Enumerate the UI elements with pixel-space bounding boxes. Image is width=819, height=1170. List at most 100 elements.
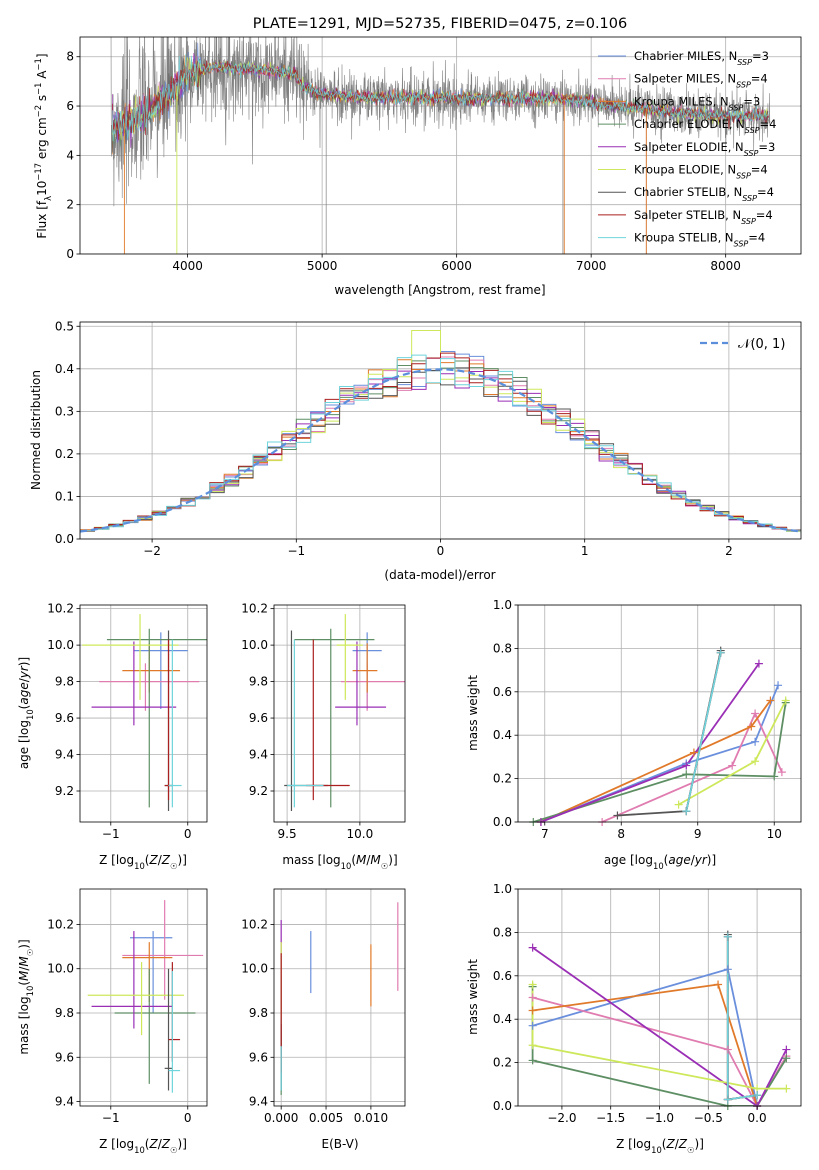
y-tick-label: 0.4 (493, 728, 512, 742)
weight-line-salpeter_elodie (540, 663, 760, 822)
y-tick-label: 0.1 (55, 489, 74, 503)
weight-line-salpeter_stelib (726, 936, 758, 1101)
x-tick-label: −2.0 (547, 1111, 576, 1125)
y-tick-label: 0.0 (55, 532, 74, 546)
weight-marker-chabrier_elodie (770, 772, 779, 781)
mass-vs-extinction-panel: 0.000 0.005 0.010 9.4 9.6 9.8 10.0 10.2 (241, 888, 406, 1125)
legend-label-base: Salpeter ELODIE, N (634, 140, 744, 154)
weight-marker-kroupa_stelib (723, 1095, 732, 1104)
y-tick-label: 0 (66, 247, 74, 261)
plot-area (274, 889, 405, 1106)
x-axis-label: mass [log10(M/M☉)] (282, 853, 397, 871)
legend-label-sub: SSP (736, 171, 751, 180)
legend-label-tail: =4 (756, 208, 773, 222)
weight-marker-salpeter_miles (751, 709, 760, 718)
plot-area (80, 322, 801, 539)
x-tick-label: −2 (143, 544, 161, 558)
weight-marker-kroupa_miles (714, 980, 723, 989)
weight-marker-chabrier_miles (723, 965, 732, 974)
y-tick-label: 9.6 (55, 711, 74, 725)
weight-marker-kroupa_elodie (781, 696, 790, 705)
y-tick-label: 0.0 (493, 1099, 512, 1113)
weight-marker-kroupa_miles (766, 696, 775, 705)
weight-marker-kroupa_stelib (723, 932, 732, 941)
y-axis-label: Normed distribution (29, 370, 43, 490)
x-tick-label: 0 (184, 1111, 192, 1125)
weight-marker-salpeter_miles (723, 1045, 732, 1054)
legend-label: Chabrier STELIB, NSSP=4 (634, 185, 774, 203)
y-tick-label: 9.6 (55, 1050, 74, 1064)
weight-line-chabrier_miles (540, 684, 779, 822)
y-tick-label: 10.2 (47, 917, 74, 931)
model-fit-line-kroupa_stelib (111, 54, 769, 142)
legend-label-sub: SSP (729, 103, 744, 112)
y-tick-label: 0.3 (55, 404, 74, 418)
legend-label-tail: =3 (743, 94, 760, 108)
y-tick-label: 0.5 (55, 319, 74, 333)
y-tick-label: 0.4 (55, 362, 74, 376)
weight-marker-kroupa_miles (747, 722, 756, 731)
x-tick-label: −0.5 (694, 1111, 723, 1125)
x-tick-label: 5000 (307, 259, 338, 273)
x-tick-label: −1 (102, 1111, 120, 1125)
legend-label-tail: =3 (752, 49, 769, 63)
x-tick-label: 10 (767, 827, 782, 841)
plot-area (80, 37, 801, 254)
age-vs-metallicity-panel: −1 0 9.2 9.4 9.6 9.8 10.0 10.2 (47, 602, 208, 841)
y-tick-label: 0.2 (55, 447, 74, 461)
weight-line-kroupa_miles (532, 983, 758, 1106)
y-tick-label: 0.6 (493, 685, 512, 699)
legend-label-tail: =3 (758, 140, 775, 154)
y-tick-label: 9.4 (55, 748, 74, 762)
x-tick-label: 9.5 (278, 827, 297, 841)
y-tick-label: 2 (66, 198, 74, 212)
y-tick-label: 0.6 (493, 969, 512, 983)
y-tick-label: 10.0 (241, 962, 268, 976)
legend-label-tail: =4 (751, 163, 768, 177)
weight-line-kroupa_elodie (531, 984, 787, 1090)
y-tick-label: 4 (66, 148, 74, 162)
weight-marker-kroupa_elodie (782, 1084, 791, 1093)
weight-marker-salpeter_elodie (682, 761, 691, 770)
weight-marker-chabrier_miles (774, 681, 783, 690)
y-tick-label: 9.6 (249, 711, 268, 725)
axes-frame (79, 36, 802, 255)
weight-marker-salpeter_miles (728, 761, 737, 770)
axes-frame (79, 604, 208, 823)
x-tick-label: 0 (184, 827, 192, 841)
weight-line-salpeter_elodie (532, 946, 788, 1106)
weight-marker-salpeter_elodie (754, 659, 763, 668)
legend-label-base: Salpeter MILES, N (634, 72, 736, 86)
y-tick-label: 10.2 (241, 917, 268, 931)
spectrum-panel: 4000 5000 6000 7000 8000 0 2 4 6 8 (66, 36, 802, 273)
legend-label: Kroupa MILES, NSSP=3 (634, 94, 760, 112)
weight-marker-kroupa_elodie (528, 980, 537, 989)
x-axis-label: age [log10(age/yr)] (604, 853, 716, 871)
weight-marker-kroupa_stelib (753, 1091, 762, 1100)
normal-reference-curve (80, 368, 801, 533)
weight-marker-kroupa_elodie (751, 757, 760, 766)
weight-marker-kroupa_elodie (674, 800, 683, 809)
legend-label-sub: SSP (745, 126, 760, 135)
legend-label: Salpeter ELODIE, NSSP=3 (634, 140, 775, 158)
residual-histogram-panel: −2 −1 0 1 2 0.0 0.1 0.2 0.3 0.4 0.5 (55, 319, 802, 558)
plot-area (518, 889, 801, 1106)
legend-label-tail: =4 (748, 231, 765, 245)
weight-marker-chabrier_elodie (528, 1056, 537, 1065)
legend-label-sub: SSP (742, 194, 757, 203)
legend-label-tail: =4 (751, 72, 768, 86)
x-axis-label: Z [log10(Z/Z☉)] (99, 853, 187, 871)
y-tick-label: 0.2 (493, 772, 512, 786)
x-tick-label: 0.010 (354, 1111, 388, 1125)
legend-label-sub: SSP (744, 148, 759, 157)
x-tick-label: 0.000 (264, 1111, 298, 1125)
y-tick-label: 10.2 (241, 602, 268, 616)
y-axis-label: Flux [fλ10−17 erg cm−2 s−1 A−1] (33, 53, 53, 238)
x-axis-label: (data-model)/error (384, 568, 495, 582)
observed-spectrum-line (110, 37, 771, 207)
weight-marker-chabrier_stelib (613, 811, 622, 820)
y-tick-label: 9.8 (55, 1006, 74, 1020)
legend-label-base: Chabrier ELODIE, N (634, 117, 745, 131)
mass-weight-vs-metallicity-panel: −2.0 −1.5 −1.0 −0.5 0.0 0.0 0.2 0.4 0.6 0.8 1.0 (493, 882, 802, 1125)
